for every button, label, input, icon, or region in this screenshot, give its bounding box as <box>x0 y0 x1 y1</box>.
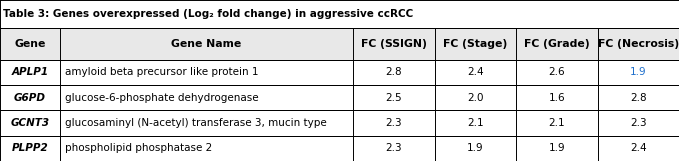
Bar <box>0 28 679 60</box>
Text: GCNT3: GCNT3 <box>10 118 50 128</box>
Bar <box>0 136 679 161</box>
Text: 2.0: 2.0 <box>467 93 483 103</box>
Text: 2.1: 2.1 <box>467 118 483 128</box>
Text: 2.3: 2.3 <box>630 118 646 128</box>
Text: 1.9: 1.9 <box>549 143 565 153</box>
Text: Gene Name: Gene Name <box>171 39 242 49</box>
Bar <box>0 110 679 136</box>
Text: 2.6: 2.6 <box>549 67 565 77</box>
Text: Gene: Gene <box>14 39 45 49</box>
Text: FC (Grade): FC (Grade) <box>524 39 589 49</box>
Text: 2.3: 2.3 <box>386 143 402 153</box>
Text: 2.1: 2.1 <box>549 118 565 128</box>
Text: 2.4: 2.4 <box>630 143 646 153</box>
Text: phospholipid phosphatase 2: phospholipid phosphatase 2 <box>65 143 213 153</box>
Bar <box>0 60 679 85</box>
Text: 2.8: 2.8 <box>630 93 646 103</box>
Text: 1.6: 1.6 <box>549 93 565 103</box>
Text: 1.9: 1.9 <box>630 67 646 77</box>
Text: FC (SSIGN): FC (SSIGN) <box>361 39 427 49</box>
Text: FC (Necrosis): FC (Necrosis) <box>598 39 679 49</box>
Text: G6PD: G6PD <box>14 93 46 103</box>
Text: glucosaminyl (N-acetyl) transferase 3, mucin type: glucosaminyl (N-acetyl) transferase 3, m… <box>65 118 327 128</box>
Text: 1.9: 1.9 <box>467 143 483 153</box>
Text: 2.4: 2.4 <box>467 67 483 77</box>
Text: amyloid beta precursor like protein 1: amyloid beta precursor like protein 1 <box>65 67 259 77</box>
Text: APLP1: APLP1 <box>12 67 48 77</box>
Text: glucose-6-phosphate dehydrogenase: glucose-6-phosphate dehydrogenase <box>65 93 259 103</box>
Text: PLPP2: PLPP2 <box>12 143 48 153</box>
Text: Table 3: Genes overexpressed (Log₂ fold change) in aggressive ccRCC: Table 3: Genes overexpressed (Log₂ fold … <box>3 9 414 19</box>
Text: 2.5: 2.5 <box>386 93 402 103</box>
Text: FC (Stage): FC (Stage) <box>443 39 507 49</box>
Bar <box>0 85 679 110</box>
Text: 2.3: 2.3 <box>386 118 402 128</box>
Text: 2.8: 2.8 <box>386 67 402 77</box>
